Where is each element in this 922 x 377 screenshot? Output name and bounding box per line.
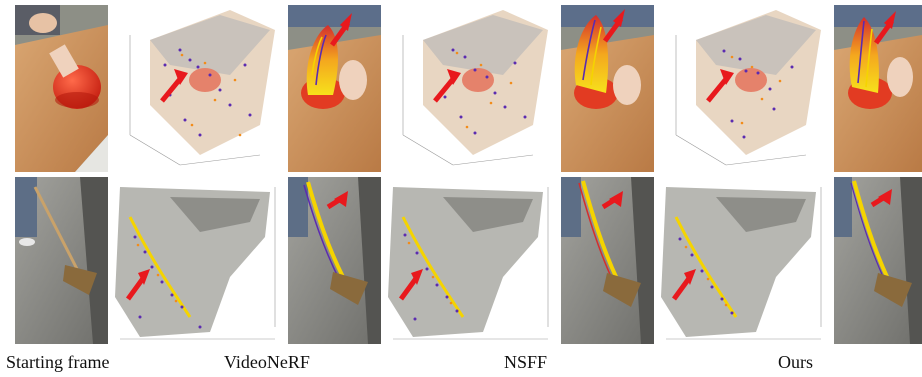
caption-starting-frame: Starting frame xyxy=(6,352,110,372)
row1-ours-pointcloud xyxy=(656,5,832,172)
row2-nsff-tracks-frame xyxy=(561,177,654,344)
caption-nsff: NSFF xyxy=(504,352,548,372)
row1-videonerf-tracks-frame xyxy=(288,5,381,172)
row2-starting-frame xyxy=(15,177,108,344)
row2-nsff-pointcloud xyxy=(383,177,559,344)
row2-videonerf-tracks-frame xyxy=(288,177,381,344)
row1-starting-frame xyxy=(15,5,108,172)
row1-nsff-pointcloud xyxy=(383,5,559,172)
row2-ours-tracks-frame xyxy=(834,177,922,344)
row1-ours-tracks-frame xyxy=(834,5,922,172)
caption-videonerf: VideoNeRF xyxy=(224,352,310,372)
row2-ours-pointcloud xyxy=(656,177,832,344)
row1-nsff-tracks-frame xyxy=(561,5,654,172)
row2-videonerf-pointcloud xyxy=(110,177,286,344)
row1-videonerf-pointcloud xyxy=(110,5,286,172)
caption-ours: Ours xyxy=(778,352,813,372)
